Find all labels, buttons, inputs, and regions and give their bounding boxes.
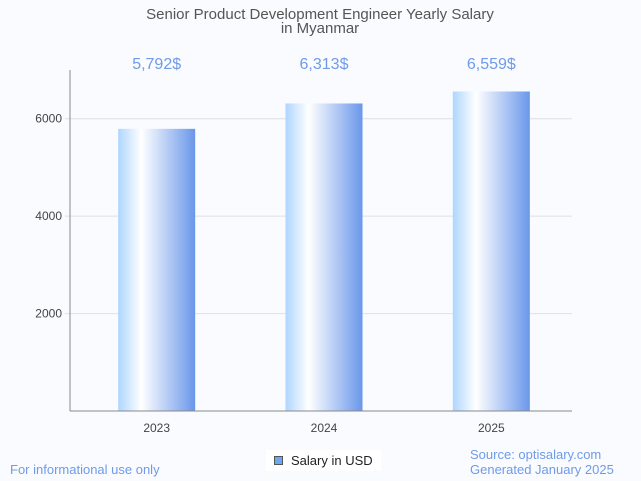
legend-swatch: [274, 456, 283, 465]
y-tick-label: 6000: [35, 112, 62, 126]
bar-2024[interactable]: [285, 103, 363, 412]
x-tick-label: 2024: [311, 421, 338, 435]
data-label: 6,559$: [467, 56, 516, 73]
x-tick-label: 2023: [143, 421, 170, 435]
data-label: 5,792$: [132, 56, 181, 73]
x-tick-label: 2025: [478, 421, 505, 435]
disclaimer: For informational use only: [10, 462, 160, 477]
legend[interactable]: Salary in USD: [266, 450, 381, 471]
y-tick-label: 4000: [35, 209, 62, 223]
bar-2023[interactable]: [118, 128, 196, 411]
chart-title-line-1: Senior Product Development Engineer Year…: [146, 6, 494, 23]
data-label: 6,313$: [300, 56, 349, 73]
chart-title-line-2: in Myanmar: [281, 20, 359, 37]
y-tick-label: 2000: [35, 307, 62, 321]
source-link[interactable]: Source: optisalary.com: [470, 447, 602, 462]
legend-label: Salary in USD: [291, 453, 373, 468]
bar-2025[interactable]: [452, 91, 530, 411]
generated-date: Generated January 2025: [470, 462, 614, 477]
